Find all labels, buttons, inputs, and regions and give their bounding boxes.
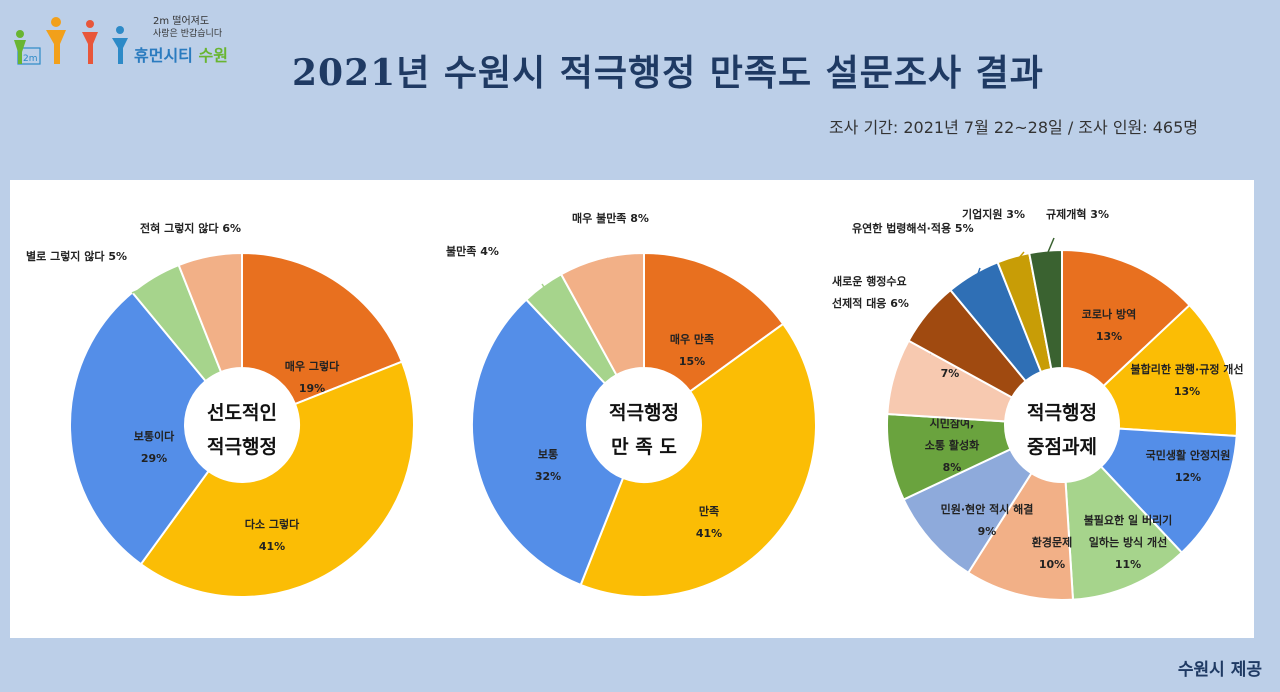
slice-label: 코로나 방역 13%	[1082, 307, 1136, 343]
slice-label: 매우 불만족 8%	[572, 211, 649, 225]
slice-label: 기업지원 3%	[962, 207, 1025, 221]
slice-label: 유연한 법령해석·적용 5%	[852, 221, 974, 235]
slice-label: 환경문제 10%	[1032, 535, 1072, 571]
slice-label: 국민생활 안정지원 12%	[1146, 448, 1231, 484]
donut-charts-svg: 매우 그렇다 19% 다소 그렇다 41% 보통이다 29% 별로 그렇지 않다 5% 전혀 …	[26, 207, 1244, 601]
leader-line	[1045, 237, 1055, 258]
slice-label: 매우 그렇다 19%	[285, 359, 340, 395]
leader-line	[541, 283, 548, 292]
donut-chart-3: 코로나 방역 13% 불합리한 관행·규정 개선 13% 국민생활 안정지원 12% 불필요…	[832, 207, 1244, 601]
leader-line	[131, 281, 158, 294]
center-label: 적극행정	[1027, 402, 1097, 424]
slice-label: 전혀 그렇지 않다 6%	[140, 221, 241, 235]
slice-label: 다소 그렇다 41%	[245, 517, 300, 553]
page-title: 2021년 수원시 적극행정 만족도 설문조사 결과	[292, 52, 1044, 94]
logo-slogan-line1: 2m 떨어져도	[153, 16, 210, 27]
donut-chart-1: 매우 그렇다 19% 다소 그렇다 41% 보통이다 29% 별로 그렇지 않다 5% 전혀 …	[26, 221, 415, 598]
center-label: 적극행정	[609, 402, 679, 424]
logo-slogan: 2m 떨어져도 사랑은 반갑습니다	[153, 16, 222, 40]
slice-label: 만족 41%	[696, 504, 722, 540]
slice-label: 민원·현안 적시 해결 9%	[941, 502, 1034, 538]
slice-label: 불합리한 관행·규정 개선 13%	[1130, 362, 1243, 398]
slice-label: 보통 32%	[535, 448, 561, 483]
logo-name: 휴먼시티 수원	[134, 42, 228, 66]
survey-info: 조사 기간: 2021년 7월 22~28일 / 조사 인원: 465명	[828, 118, 1198, 137]
center-label: 선도적인	[207, 402, 277, 424]
slice-label: 별로 그렇지 않다 5%	[26, 249, 127, 263]
slice-2-1	[643, 251, 785, 393]
logo-slogan-line2: 사랑은 반갑습니다	[153, 29, 223, 39]
center-label: 적극행정	[207, 436, 277, 458]
slice-label: 보통이다 29%	[134, 429, 175, 465]
logo-name-part1: 휴먼시티	[134, 46, 193, 65]
slice-label: 새로운 행정수요 선제적 대응 6%	[832, 274, 909, 310]
logo-figures-icon: 2m	[14, 17, 128, 65]
credit-text: 수원시 제공	[1177, 660, 1262, 680]
leader-line	[602, 257, 609, 265]
leader-line	[975, 267, 981, 280]
leader-line	[1014, 251, 1025, 264]
donut-hole	[587, 368, 701, 482]
donut-hole	[1005, 368, 1119, 482]
slice-label: 불만족 4%	[446, 244, 499, 258]
leader-line	[209, 261, 212, 264]
slice-label: 규제개혁 3%	[1046, 207, 1109, 221]
center-label: 만 족 도	[611, 436, 677, 458]
center-label: 중점과제	[1027, 436, 1097, 458]
donut-hole	[185, 368, 299, 482]
logo: 2m 2m 떨어져도 사랑은 반갑습니다 휴먼시티 수원	[10, 12, 260, 72]
leader-line	[931, 307, 937, 318]
slice-label: 매우 만족 15%	[670, 332, 714, 368]
slice-label: 불필요한 일 버리기 일하는 방식 개선 11%	[1084, 513, 1173, 571]
logo-tag: 2m	[23, 54, 38, 64]
logo-name-part2: 수원	[198, 46, 228, 65]
charts-panel: 매우 그렇다 19% 다소 그렇다 41% 보통이다 29% 별로 그렇지 않다 5% 전혀 …	[10, 180, 1254, 638]
